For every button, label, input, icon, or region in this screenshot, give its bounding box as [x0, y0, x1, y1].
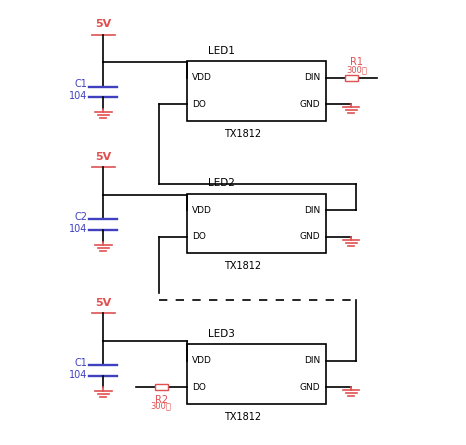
Text: 5V: 5V: [95, 298, 111, 308]
Text: 5V: 5V: [95, 19, 111, 29]
Text: GND: GND: [300, 232, 320, 241]
Text: TX1812: TX1812: [224, 261, 261, 271]
Text: C1: C1: [74, 79, 87, 89]
Bar: [187, 194, 326, 254]
Text: DO: DO: [192, 232, 206, 241]
Text: R2: R2: [155, 395, 168, 405]
Text: VDD: VDD: [192, 73, 212, 82]
Text: 104: 104: [69, 92, 87, 101]
Text: LED2: LED2: [208, 178, 235, 188]
Text: DIN: DIN: [304, 73, 320, 82]
Text: LED3: LED3: [208, 329, 235, 339]
Text: TX1812: TX1812: [224, 129, 261, 139]
Text: GND: GND: [300, 100, 320, 109]
Text: 5V: 5V: [95, 152, 111, 162]
Text: 104: 104: [69, 224, 87, 234]
Bar: [155, 384, 168, 390]
Bar: [187, 61, 326, 121]
Bar: [345, 75, 357, 81]
Text: TX1812: TX1812: [224, 412, 261, 422]
Text: DO: DO: [192, 383, 206, 392]
Text: C1: C1: [74, 358, 87, 368]
Text: GND: GND: [300, 383, 320, 392]
Text: C2: C2: [74, 212, 87, 222]
Text: DO: DO: [192, 100, 206, 109]
Text: 104: 104: [69, 370, 87, 380]
Text: DIN: DIN: [304, 356, 320, 365]
Text: DIN: DIN: [304, 206, 320, 215]
Text: 300欧: 300欧: [346, 65, 367, 74]
Bar: [187, 344, 326, 404]
Text: LED1: LED1: [208, 46, 235, 56]
Text: R1: R1: [350, 57, 363, 67]
Text: 300欧: 300欧: [151, 402, 171, 411]
Text: VDD: VDD: [192, 356, 212, 365]
Text: VDD: VDD: [192, 206, 212, 215]
